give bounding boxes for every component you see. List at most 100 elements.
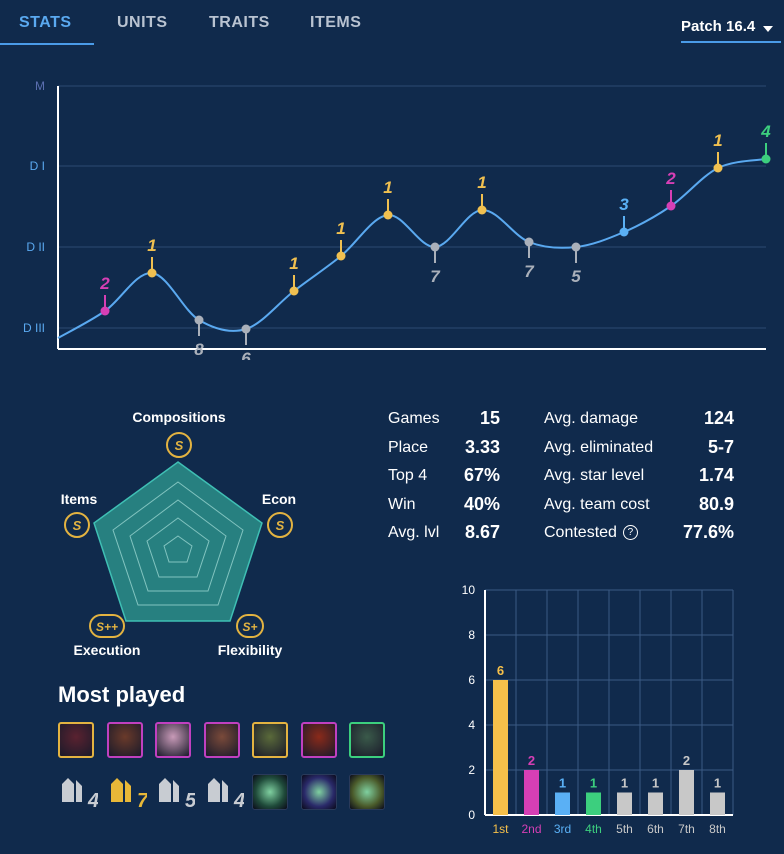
bar[interactable] xyxy=(493,680,508,815)
x-tick-label: 1st xyxy=(492,822,509,836)
rank-point[interactable] xyxy=(619,227,629,237)
bar[interactable] xyxy=(710,792,725,816)
rank-point[interactable] xyxy=(383,210,393,220)
y-tick-label: D I xyxy=(30,159,45,173)
grade-badge: S+ xyxy=(236,614,264,638)
stat-value: 3.33 xyxy=(464,437,500,457)
svg-text:S+: S+ xyxy=(242,620,257,634)
radar-label-flexibility: Flexibility xyxy=(218,642,283,658)
rank-line xyxy=(57,158,767,339)
bar-value-label: 2 xyxy=(683,753,690,768)
radar-ring xyxy=(146,517,210,578)
x-tick-label: 4th xyxy=(585,822,602,836)
bar-value-label: 1 xyxy=(621,776,628,791)
champion-portrait-1[interactable] xyxy=(58,722,94,758)
stat-label: Avg. team cost xyxy=(544,496,650,513)
x-tick-label: 6th xyxy=(647,822,664,836)
rank-point[interactable] xyxy=(524,237,534,247)
y-tick-label: 2 xyxy=(468,763,475,777)
champion-portrait-3[interactable] xyxy=(155,722,191,758)
rank-point[interactable] xyxy=(100,306,110,316)
stats-summary-right: Avg. damage 124 Avg. eliminated 5-7 Avg.… xyxy=(544,408,738,550)
trait-icon-3[interactable]: 5 xyxy=(155,774,197,812)
bar[interactable] xyxy=(555,792,570,816)
svg-text:7: 7 xyxy=(137,790,147,810)
rank-point[interactable] xyxy=(430,242,440,252)
rank-point-place: 1 xyxy=(336,219,345,238)
rank-point-place: 4 xyxy=(760,122,771,141)
stat-avg-star-level: Avg. star level 1.74 xyxy=(544,465,738,491)
stat-avg-team-cost: Avg. team cost 80.9 xyxy=(544,494,738,520)
stat-label: Avg. lvl xyxy=(388,524,440,541)
trait-icon-2[interactable]: 7 xyxy=(107,774,149,812)
rank-point[interactable] xyxy=(241,324,251,334)
tab-items[interactable]: ITEMS xyxy=(310,14,362,31)
stat-label: Avg. damage xyxy=(544,410,638,427)
champion-portrait-6[interactable] xyxy=(301,722,337,758)
stat-label: Avg. eliminated xyxy=(544,439,654,456)
rank-point[interactable] xyxy=(336,251,346,261)
champion-portrait-2[interactable] xyxy=(107,722,143,758)
y-tick-label: 0 xyxy=(468,808,475,822)
trait-icon-4[interactable]: 4 xyxy=(204,774,245,812)
radar-ring xyxy=(163,535,193,563)
rank-point-place: 5 xyxy=(571,267,581,286)
rank-point-place: 2 xyxy=(99,274,110,293)
rank-point[interactable] xyxy=(666,201,676,211)
rank-point-place: 1 xyxy=(713,131,722,150)
stat-games: Games 15 xyxy=(388,408,503,434)
tab-units[interactable]: UNITS xyxy=(117,14,168,31)
stat-avg-level: Avg. lvl 8.67 xyxy=(388,522,503,548)
rank-point[interactable] xyxy=(713,163,723,173)
bar[interactable] xyxy=(679,770,694,815)
bar[interactable] xyxy=(586,792,601,816)
rank-point-place: 1 xyxy=(383,178,392,197)
rank-point-place: 3 xyxy=(619,195,629,214)
stat-label: Win xyxy=(388,496,416,513)
tab-traits[interactable]: TRAITS xyxy=(209,14,270,31)
stats-summary-left: Games 15 Place 3.33 Top 4 67% Win 40% Av… xyxy=(388,408,503,550)
tab-bar: STATS UNITS TRAITS ITEMS xyxy=(0,0,784,48)
rank-point[interactable] xyxy=(477,205,487,215)
svg-text:S++: S++ xyxy=(96,620,118,634)
bar[interactable] xyxy=(648,792,663,816)
active-tab-indicator xyxy=(0,43,94,45)
bar-value-label: 2 xyxy=(528,753,535,768)
item-icon-2[interactable] xyxy=(301,774,337,810)
stat-label: Avg. star level xyxy=(544,467,645,484)
trait-icon-1[interactable]: 4 xyxy=(58,774,99,812)
champion-portrait-4[interactable] xyxy=(204,722,240,758)
radar-label-compositions: Compositions xyxy=(132,409,226,425)
rank-point[interactable] xyxy=(761,154,771,164)
radar-area xyxy=(93,461,263,622)
champion-portrait-5[interactable] xyxy=(252,722,288,758)
tab-stats[interactable]: STATS xyxy=(19,14,72,31)
x-tick-label: 8th xyxy=(709,822,726,836)
bar[interactable] xyxy=(617,792,632,816)
question-icon[interactable]: ? xyxy=(622,525,638,541)
svg-text:S: S xyxy=(73,518,82,533)
grade-badge: S xyxy=(267,512,293,538)
rank-point[interactable] xyxy=(194,315,204,325)
rank-point-place: 1 xyxy=(477,173,486,192)
bar[interactable] xyxy=(524,770,539,815)
rank-point[interactable] xyxy=(289,286,299,296)
rank-point[interactable] xyxy=(571,242,581,252)
item-icon-3[interactable] xyxy=(349,774,385,810)
stat-win: Win 40% xyxy=(388,494,503,520)
stat-label: Top 4 xyxy=(388,467,428,484)
y-tick-label: 10 xyxy=(462,583,476,597)
item-icon-1[interactable] xyxy=(252,774,288,810)
rank-point[interactable] xyxy=(147,268,157,278)
rank-point-place: 2 xyxy=(665,169,676,188)
playstyle-radar: Compositions S Econ S S+ Flexibility S++… xyxy=(61,409,296,658)
stat-value: 1.74 xyxy=(698,465,734,485)
stat-value: 15 xyxy=(479,408,500,428)
radar-label-items: Items xyxy=(61,491,98,507)
y-tick-label: D II xyxy=(26,240,45,254)
patch-select[interactable]: Patch 16.4 xyxy=(681,11,781,43)
champion-portrait-7[interactable] xyxy=(349,722,385,758)
bar-value-label: 1 xyxy=(590,776,597,791)
radar-label-execution: Execution xyxy=(74,642,141,658)
y-tick-label: 4 xyxy=(468,718,475,732)
